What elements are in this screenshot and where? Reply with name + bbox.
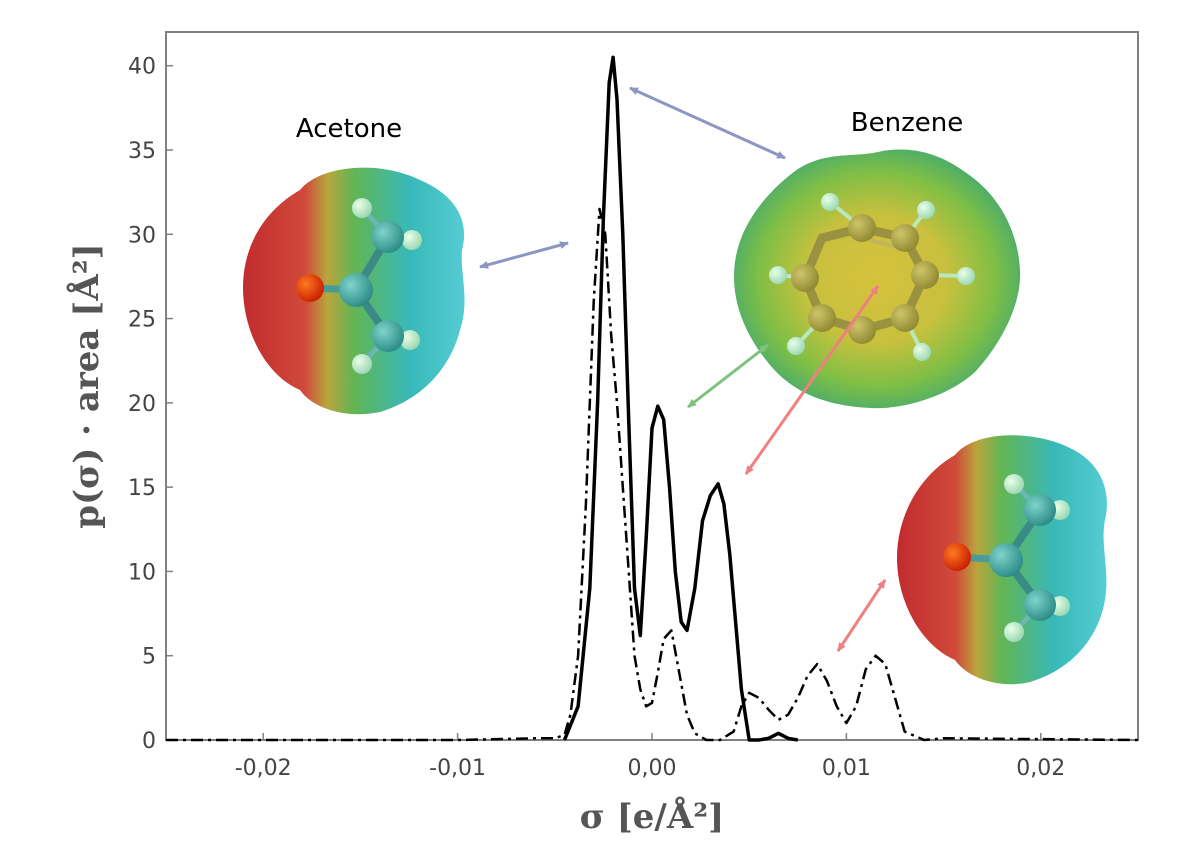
acetone-molecule-image-2 xyxy=(897,435,1107,685)
y-tick-label: 40 xyxy=(128,55,156,80)
arrow-acetone-peak xyxy=(479,241,569,269)
y-tick-label: 30 xyxy=(128,223,156,248)
benzene-molecule-image xyxy=(734,149,1021,409)
acetone-molecule-image xyxy=(243,167,465,415)
arrow-benzene-peak xyxy=(629,86,786,160)
x-tick-label: -0,01 xyxy=(429,756,486,781)
y-tick-label: 15 xyxy=(128,476,156,501)
arrow-benzene-center-red xyxy=(744,285,880,475)
y-axis-ticks: 0 5 10 15 20 25 30 35 40 xyxy=(128,55,173,754)
arrow-acetone-2-red xyxy=(836,579,887,652)
y-tick-label: 0 xyxy=(142,729,156,754)
y-tick-label: 20 xyxy=(128,392,156,417)
curves xyxy=(166,55,1139,742)
series-line-dash-dot xyxy=(166,207,1139,742)
x-axis-title: σ [e/Å²] xyxy=(580,796,724,837)
acetone-label: Acetone xyxy=(296,114,402,144)
y-tick-label: 10 xyxy=(128,560,156,585)
x-tick-label: 0,02 xyxy=(1016,756,1065,781)
x-axis-ticks: -0,02 -0,01 0,00 0,01 0,02 xyxy=(235,733,1065,781)
x-tick-label: -0,02 xyxy=(235,756,292,781)
series-line-solid xyxy=(562,55,799,742)
y-axis-title: p(σ) · area [Å²] xyxy=(66,243,107,528)
y-tick-label: 5 xyxy=(142,645,156,670)
benzene-label: Benzene xyxy=(851,108,963,138)
y-tick-label: 25 xyxy=(128,308,156,333)
x-tick-label: 0,01 xyxy=(822,756,871,781)
y-tick-label: 35 xyxy=(128,139,156,164)
x-tick-label: 0,00 xyxy=(628,756,677,781)
